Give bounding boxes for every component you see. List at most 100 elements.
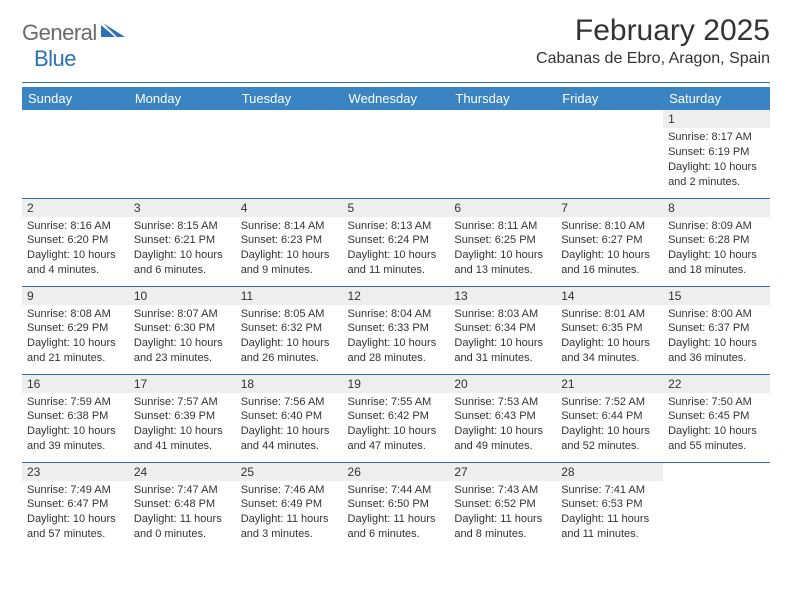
- daylight-text: Daylight: 10 hours and 28 minutes.: [348, 336, 445, 366]
- weekday-header: Friday: [556, 87, 663, 110]
- calendar-day-cell: ..: [449, 110, 556, 198]
- calendar-week-row: 16Sunrise: 7:59 AMSunset: 6:38 PMDayligh…: [22, 374, 770, 462]
- sunrise-text: Sunrise: 7:41 AM: [561, 483, 658, 498]
- calendar-day-cell: 17Sunrise: 7:57 AMSunset: 6:39 PMDayligh…: [129, 374, 236, 462]
- day-number: 2: [22, 199, 129, 217]
- sunrise-text: Sunrise: 7:53 AM: [454, 395, 551, 410]
- daylight-text: Daylight: 10 hours and 6 minutes.: [134, 248, 231, 278]
- day-details: Sunrise: 8:08 AMSunset: 6:29 PMDaylight:…: [22, 305, 129, 370]
- sunrise-text: Sunrise: 8:08 AM: [27, 307, 124, 322]
- daylight-text: Daylight: 11 hours and 11 minutes.: [561, 512, 658, 542]
- daylight-text: Daylight: 11 hours and 3 minutes.: [241, 512, 338, 542]
- calendar-page: General February 2025 Cabanas de Ebro, A…: [0, 0, 792, 560]
- daylight-text: Daylight: 10 hours and 31 minutes.: [454, 336, 551, 366]
- sunset-text: Sunset: 6:48 PM: [134, 497, 231, 512]
- calendar-day-cell: 5Sunrise: 8:13 AMSunset: 6:24 PMDaylight…: [343, 198, 450, 286]
- day-number: 7: [556, 199, 663, 217]
- calendar-day-cell: 3Sunrise: 8:15 AMSunset: 6:21 PMDaylight…: [129, 198, 236, 286]
- sunset-text: Sunset: 6:37 PM: [668, 321, 765, 336]
- sunset-text: Sunset: 6:20 PM: [27, 233, 124, 248]
- sunrise-text: Sunrise: 8:17 AM: [668, 130, 765, 145]
- weekday-header: Saturday: [663, 87, 770, 110]
- day-number: 3: [129, 199, 236, 217]
- day-details: Sunrise: 7:46 AMSunset: 6:49 PMDaylight:…: [236, 481, 343, 546]
- sunset-text: Sunset: 6:49 PM: [241, 497, 338, 512]
- calendar-day-cell: 26Sunrise: 7:44 AMSunset: 6:50 PMDayligh…: [343, 462, 450, 550]
- calendar-day-cell: 15Sunrise: 8:00 AMSunset: 6:37 PMDayligh…: [663, 286, 770, 374]
- day-details: Sunrise: 8:10 AMSunset: 6:27 PMDaylight:…: [556, 217, 663, 282]
- day-details: Sunrise: 7:49 AMSunset: 6:47 PMDaylight:…: [22, 481, 129, 546]
- day-number: 5: [343, 199, 450, 217]
- daylight-text: Daylight: 10 hours and 44 minutes.: [241, 424, 338, 454]
- day-details: Sunrise: 8:15 AMSunset: 6:21 PMDaylight:…: [129, 217, 236, 282]
- sunrise-text: Sunrise: 8:07 AM: [134, 307, 231, 322]
- calendar-day-cell: 21Sunrise: 7:52 AMSunset: 6:44 PMDayligh…: [556, 374, 663, 462]
- daylight-text: Daylight: 10 hours and 16 minutes.: [561, 248, 658, 278]
- day-number: 13: [449, 287, 556, 305]
- brand-triangle-icon: [101, 21, 125, 42]
- sunset-text: Sunset: 6:38 PM: [27, 409, 124, 424]
- weekday-header: Thursday: [449, 87, 556, 110]
- day-details: Sunrise: 7:56 AMSunset: 6:40 PMDaylight:…: [236, 393, 343, 458]
- calendar-day-cell: 13Sunrise: 8:03 AMSunset: 6:34 PMDayligh…: [449, 286, 556, 374]
- sunrise-text: Sunrise: 7:44 AM: [348, 483, 445, 498]
- day-number: 17: [129, 375, 236, 393]
- sunrise-text: Sunrise: 7:43 AM: [454, 483, 551, 498]
- day-number: 14: [556, 287, 663, 305]
- daylight-text: Daylight: 10 hours and 52 minutes.: [561, 424, 658, 454]
- sunset-text: Sunset: 6:33 PM: [348, 321, 445, 336]
- daylight-text: Daylight: 10 hours and 26 minutes.: [241, 336, 338, 366]
- day-number: 27: [449, 463, 556, 481]
- sunrise-text: Sunrise: 7:46 AM: [241, 483, 338, 498]
- day-details: Sunrise: 7:57 AMSunset: 6:39 PMDaylight:…: [129, 393, 236, 458]
- sunrise-text: Sunrise: 8:13 AM: [348, 219, 445, 234]
- calendar-week-row: 9Sunrise: 8:08 AMSunset: 6:29 PMDaylight…: [22, 286, 770, 374]
- daylight-text: Daylight: 10 hours and 23 minutes.: [134, 336, 231, 366]
- sunset-text: Sunset: 6:21 PM: [134, 233, 231, 248]
- sunrise-text: Sunrise: 8:16 AM: [27, 219, 124, 234]
- location-subtitle: Cabanas de Ebro, Aragon, Spain: [536, 50, 770, 68]
- calendar-day-cell: 16Sunrise: 7:59 AMSunset: 6:38 PMDayligh…: [22, 374, 129, 462]
- sunrise-text: Sunrise: 8:10 AM: [561, 219, 658, 234]
- day-number: 18: [236, 375, 343, 393]
- sunset-text: Sunset: 6:43 PM: [454, 409, 551, 424]
- day-number: 21: [556, 375, 663, 393]
- calendar-day-cell: 22Sunrise: 7:50 AMSunset: 6:45 PMDayligh…: [663, 374, 770, 462]
- daylight-text: Daylight: 11 hours and 8 minutes.: [454, 512, 551, 542]
- calendar-day-cell: 4Sunrise: 8:14 AMSunset: 6:23 PMDaylight…: [236, 198, 343, 286]
- sunset-text: Sunset: 6:52 PM: [454, 497, 551, 512]
- sunrise-text: Sunrise: 8:05 AM: [241, 307, 338, 322]
- calendar-day-cell: 1Sunrise: 8:17 AMSunset: 6:19 PMDaylight…: [663, 110, 770, 198]
- daylight-text: Daylight: 10 hours and 11 minutes.: [348, 248, 445, 278]
- sunrise-text: Sunrise: 8:01 AM: [561, 307, 658, 322]
- calendar-day-cell: 25Sunrise: 7:46 AMSunset: 6:49 PMDayligh…: [236, 462, 343, 550]
- day-number: 15: [663, 287, 770, 305]
- day-number: 4: [236, 199, 343, 217]
- daylight-text: Daylight: 10 hours and 34 minutes.: [561, 336, 658, 366]
- day-number: 12: [343, 287, 450, 305]
- sunrise-text: Sunrise: 7:56 AM: [241, 395, 338, 410]
- day-details: Sunrise: 7:59 AMSunset: 6:38 PMDaylight:…: [22, 393, 129, 458]
- day-details: Sunrise: 7:52 AMSunset: 6:44 PMDaylight:…: [556, 393, 663, 458]
- daylight-text: Daylight: 10 hours and 9 minutes.: [241, 248, 338, 278]
- calendar-body: ............1Sunrise: 8:17 AMSunset: 6:1…: [22, 110, 770, 550]
- brand-name-part1: General: [22, 20, 97, 46]
- sunset-text: Sunset: 6:45 PM: [668, 409, 765, 424]
- sunset-text: Sunset: 6:35 PM: [561, 321, 658, 336]
- daylight-text: Daylight: 10 hours and 41 minutes.: [134, 424, 231, 454]
- calendar-day-cell: 24Sunrise: 7:47 AMSunset: 6:48 PMDayligh…: [129, 462, 236, 550]
- calendar-day-cell: ..: [343, 110, 450, 198]
- calendar-day-cell: 8Sunrise: 8:09 AMSunset: 6:28 PMDaylight…: [663, 198, 770, 286]
- day-number: 25: [236, 463, 343, 481]
- day-details: Sunrise: 7:44 AMSunset: 6:50 PMDaylight:…: [343, 481, 450, 546]
- sunset-text: Sunset: 6:29 PM: [27, 321, 124, 336]
- sunset-text: Sunset: 6:27 PM: [561, 233, 658, 248]
- day-number: 20: [449, 375, 556, 393]
- day-details: Sunrise: 8:16 AMSunset: 6:20 PMDaylight:…: [22, 217, 129, 282]
- daylight-text: Daylight: 10 hours and 39 minutes.: [27, 424, 124, 454]
- sunrise-text: Sunrise: 8:14 AM: [241, 219, 338, 234]
- day-details: Sunrise: 7:41 AMSunset: 6:53 PMDaylight:…: [556, 481, 663, 546]
- sunset-text: Sunset: 6:40 PM: [241, 409, 338, 424]
- sunrise-text: Sunrise: 8:03 AM: [454, 307, 551, 322]
- day-number: 9: [22, 287, 129, 305]
